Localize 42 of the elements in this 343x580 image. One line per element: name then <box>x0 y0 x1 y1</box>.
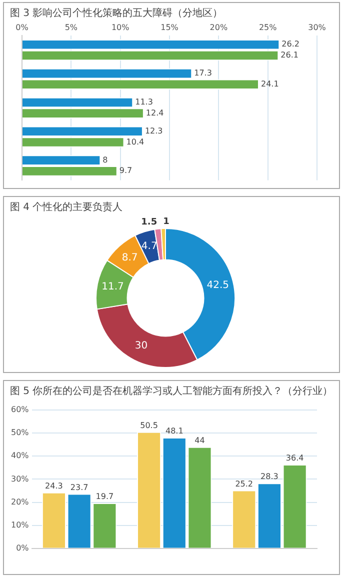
x-tick-label: 5% <box>64 22 78 32</box>
data-label: 12.3 <box>144 126 163 136</box>
data-label: 1 <box>163 216 170 227</box>
data-label: 1.5 <box>141 217 158 228</box>
x-tick-label: 10% <box>111 22 130 32</box>
data-label: 50.5 <box>140 420 158 430</box>
data-label: 48.1 <box>165 426 184 436</box>
x-tick-label: 25% <box>258 22 278 32</box>
data-label: 8 <box>102 155 108 164</box>
data-label: 17.3 <box>194 68 212 78</box>
y-tick-label: 40% <box>11 451 30 460</box>
y-tick-label: 0% <box>16 543 30 552</box>
chart-title: 图 5 你所在的公司是否在机器学习或人工智能方面有所投入？（分行业） <box>9 384 334 398</box>
y-tick-label: 30% <box>11 474 30 484</box>
y-tick-label: 20% <box>11 497 30 506</box>
y-tick-label: 60% <box>11 405 30 414</box>
data-label: 26.1 <box>280 50 298 60</box>
data-label: 19.7 <box>96 492 114 502</box>
x-tick-label: 30% <box>308 22 326 32</box>
data-label: 8.7 <box>122 252 138 264</box>
data-label: 23.7 <box>70 482 88 492</box>
data-label: 4.7 <box>141 241 158 252</box>
data-label: 28.3 <box>260 472 278 482</box>
data-label: 25.2 <box>235 479 254 488</box>
x-tick-label: 20% <box>210 22 228 32</box>
x-tick-label: 15% <box>160 22 179 32</box>
data-label: 42.5 <box>206 280 229 291</box>
chart-title: 图 3 影响公司个性化策略的五大障碍（分地区） <box>9 6 224 20</box>
data-label: 12.4 <box>146 108 164 118</box>
data-label: 26.2 <box>282 40 300 49</box>
data-label: 44 <box>194 436 205 445</box>
data-label: 24.1 <box>260 79 279 88</box>
data-label: 36.4 <box>286 454 304 463</box>
data-label: 11.7 <box>102 282 124 293</box>
data-label: 30 <box>134 340 148 352</box>
chart-title: 图 4 个性化的主要负责人 <box>9 200 124 214</box>
data-label: 24.3 <box>45 481 63 490</box>
data-label: 10.4 <box>126 137 144 146</box>
y-tick-label: 50% <box>11 428 30 438</box>
data-label: 11.3 <box>135 98 153 107</box>
data-label: 9.7 <box>119 166 132 176</box>
y-tick-label: 10% <box>11 520 30 530</box>
